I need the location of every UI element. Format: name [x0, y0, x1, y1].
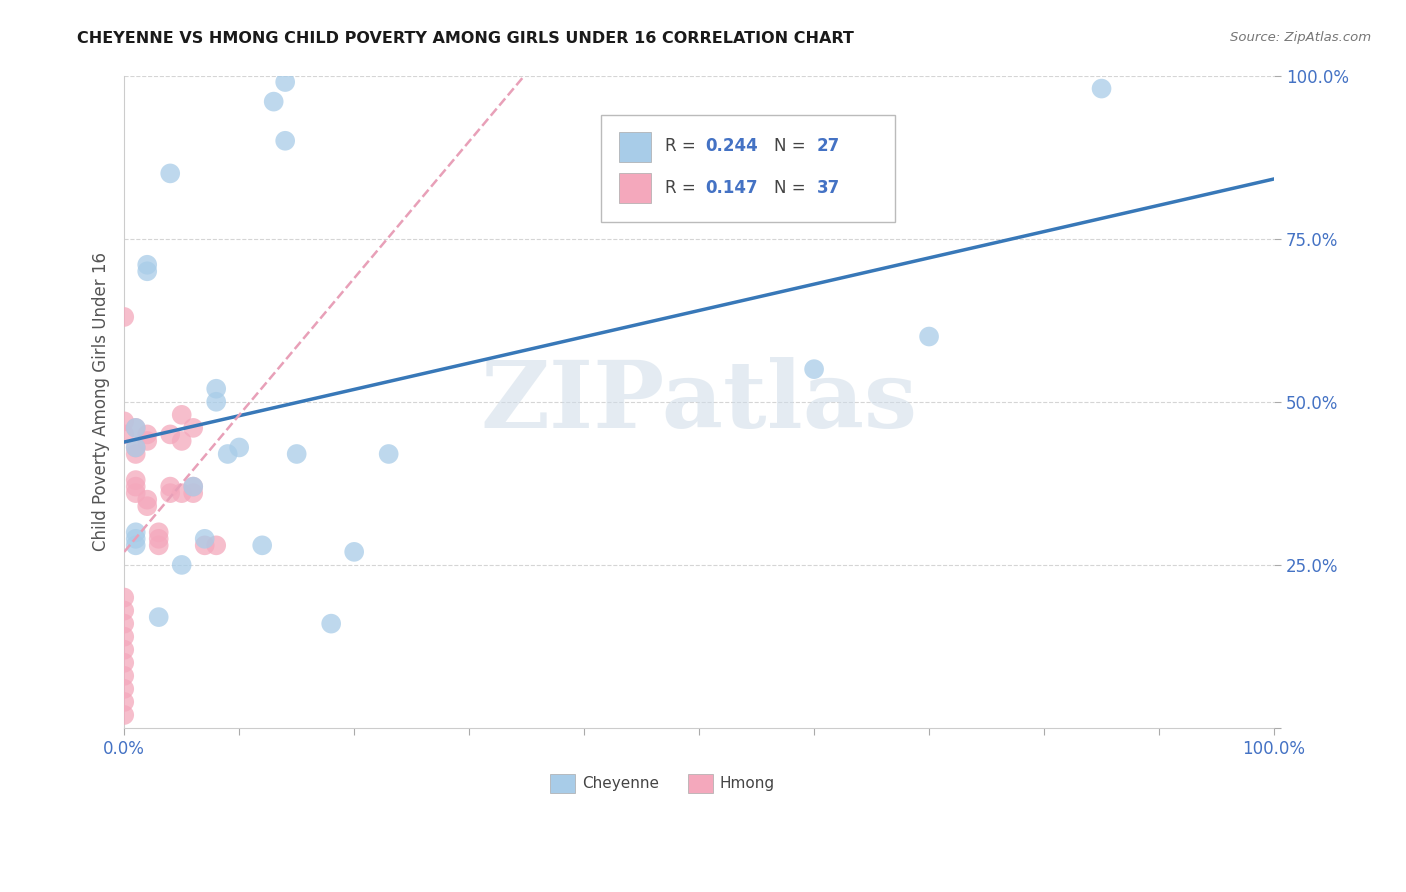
- Point: [343, 545, 366, 559]
- Text: 37: 37: [817, 178, 839, 197]
- FancyBboxPatch shape: [602, 115, 894, 222]
- Bar: [619, 132, 651, 161]
- Bar: [619, 173, 651, 202]
- Point: [112, 630, 135, 644]
- Point: [125, 447, 148, 461]
- Text: Cheyenne: Cheyenne: [582, 776, 659, 791]
- Point: [170, 408, 193, 422]
- Point: [112, 708, 135, 723]
- Point: [112, 616, 135, 631]
- Point: [112, 656, 135, 670]
- Point: [136, 434, 159, 448]
- Point: [148, 525, 170, 540]
- Point: [125, 532, 148, 546]
- Text: R =: R =: [665, 178, 700, 197]
- Point: [194, 538, 217, 552]
- Point: [274, 134, 297, 148]
- Point: [159, 480, 181, 494]
- Point: [112, 414, 135, 428]
- Point: [125, 480, 148, 494]
- Text: 0.244: 0.244: [704, 137, 758, 155]
- Y-axis label: Child Poverty Among Girls Under 16: Child Poverty Among Girls Under 16: [93, 252, 110, 551]
- Point: [125, 441, 148, 455]
- Point: [125, 525, 148, 540]
- Point: [112, 681, 135, 696]
- Point: [148, 610, 170, 624]
- Point: [205, 382, 228, 396]
- Point: [285, 447, 308, 461]
- Point: [170, 434, 193, 448]
- Text: 0.147: 0.147: [704, 178, 758, 197]
- Point: [148, 532, 170, 546]
- Point: [112, 695, 135, 709]
- Point: [181, 480, 204, 494]
- Point: [136, 499, 159, 513]
- Point: [263, 95, 285, 109]
- Point: [918, 329, 941, 343]
- Text: Source: ZipAtlas.com: Source: ZipAtlas.com: [1230, 31, 1371, 45]
- Point: [170, 558, 193, 572]
- Text: N =: N =: [773, 178, 811, 197]
- Point: [125, 538, 148, 552]
- Point: [136, 264, 159, 278]
- Point: [194, 532, 217, 546]
- Point: [112, 310, 135, 324]
- Point: [112, 604, 135, 618]
- Point: [125, 441, 148, 455]
- Point: [274, 75, 297, 89]
- Point: [159, 166, 181, 180]
- Point: [148, 538, 170, 552]
- Point: [136, 427, 159, 442]
- Text: Hmong: Hmong: [720, 776, 775, 791]
- Point: [205, 538, 228, 552]
- Point: [112, 427, 135, 442]
- Point: [136, 258, 159, 272]
- Bar: [550, 773, 575, 793]
- Point: [250, 538, 273, 552]
- Point: [181, 486, 204, 500]
- Text: ZIPatlas: ZIPatlas: [481, 357, 918, 447]
- Point: [377, 447, 399, 461]
- Point: [1090, 81, 1112, 95]
- Text: N =: N =: [773, 137, 811, 155]
- Point: [125, 486, 148, 500]
- Point: [125, 421, 148, 435]
- Point: [112, 591, 135, 605]
- Point: [217, 447, 239, 461]
- Text: R =: R =: [665, 137, 700, 155]
- Point: [181, 480, 204, 494]
- Point: [112, 669, 135, 683]
- Point: [803, 362, 825, 376]
- Point: [125, 473, 148, 487]
- Point: [321, 616, 343, 631]
- Point: [181, 421, 204, 435]
- Point: [159, 486, 181, 500]
- Bar: [688, 773, 713, 793]
- Point: [125, 421, 148, 435]
- Point: [228, 441, 250, 455]
- Point: [112, 642, 135, 657]
- Point: [205, 394, 228, 409]
- Text: 27: 27: [817, 137, 839, 155]
- Point: [159, 427, 181, 442]
- Point: [136, 492, 159, 507]
- Point: [170, 486, 193, 500]
- Text: CHEYENNE VS HMONG CHILD POVERTY AMONG GIRLS UNDER 16 CORRELATION CHART: CHEYENNE VS HMONG CHILD POVERTY AMONG GI…: [77, 31, 855, 46]
